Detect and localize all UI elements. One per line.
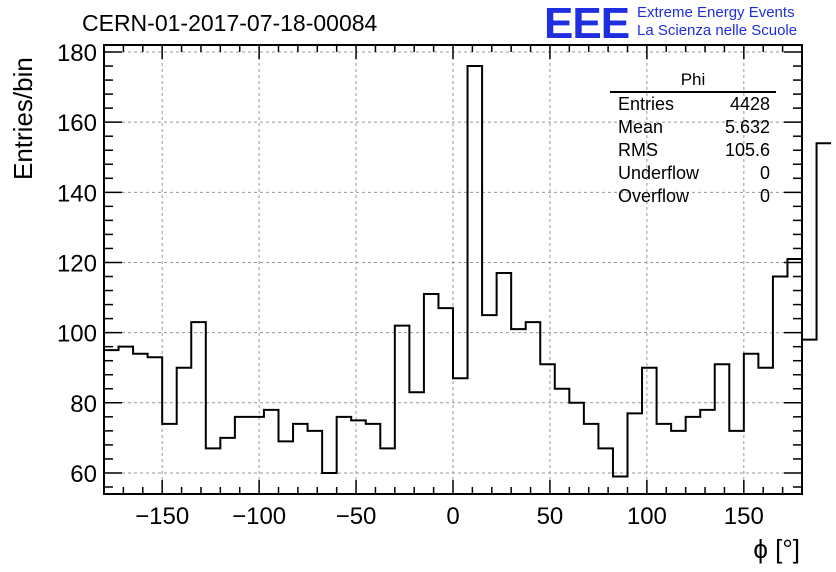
x-tick-label: 0 xyxy=(446,503,459,530)
axis-ticks xyxy=(103,45,803,494)
x-axis-label: ϕ [°] xyxy=(753,534,800,564)
y-tick-label: 160 xyxy=(57,110,97,137)
y-tick-label: 140 xyxy=(57,180,97,207)
eee-logo-line2: La Scienza nelle Scuole xyxy=(637,22,798,39)
y-tick-label: 100 xyxy=(57,321,97,348)
y-tick-label: 120 xyxy=(57,250,97,277)
stats-value: 5.632 xyxy=(724,117,770,137)
x-tick-label: −50 xyxy=(336,503,377,530)
stats-value: 105.6 xyxy=(724,140,770,160)
stats-row-underflow: Underflow 0 xyxy=(610,162,770,185)
stats-label: RMS xyxy=(618,140,658,160)
y-tick-label: 180 xyxy=(57,40,97,67)
y-tick-label: 60 xyxy=(70,461,97,488)
x-tick-label: −100 xyxy=(232,503,286,530)
plot-frame xyxy=(103,44,803,495)
eee-logo-line1: Extreme Energy Events xyxy=(637,4,795,21)
x-tick-label: −150 xyxy=(135,503,189,530)
x-tick-labels: −150 −100 −50 0 50 100 150 xyxy=(135,503,764,530)
x-tick-label: 150 xyxy=(724,503,764,530)
x-tick-label: 50 xyxy=(537,503,564,530)
eee-logo: EEE xyxy=(544,0,630,48)
stats-label: Underflow xyxy=(618,163,700,183)
stats-value: 4428 xyxy=(729,94,770,114)
stats-title: Phi xyxy=(610,70,776,93)
stats-label: Entries xyxy=(618,94,675,114)
run-title: CERN-01-2017-07-18-00084 xyxy=(82,10,378,36)
stats-row-rms: RMS 105.6 xyxy=(610,139,770,162)
stats-rows: Entries 4428 Mean 5.632 RMS 105.6 Underflow 0 Ov… xyxy=(610,93,780,208)
y-tick-label: 80 xyxy=(70,391,97,418)
stats-box: Phi Entries 4428 Mean 5.632 RMS 105.6 Underflo… xyxy=(610,70,780,208)
stats-label: Overflow xyxy=(618,186,690,206)
stats-row-entries: Entries 4428 xyxy=(610,93,770,116)
histogram-line xyxy=(104,65,832,478)
stats-value: 0 xyxy=(759,163,770,183)
stats-value: 0 xyxy=(759,186,770,206)
eee-logo-caption: Extreme Energy Events La Scienza nelle S… xyxy=(637,4,797,40)
stats-row-overflow: Overflow 0 xyxy=(610,185,770,208)
y-tick-labels: 60 80 100 120 140 160 180 xyxy=(57,40,97,488)
x-tick-label: 100 xyxy=(627,503,667,530)
stats-row-mean: Mean 5.632 xyxy=(610,116,770,139)
stats-label: Mean xyxy=(618,117,664,137)
y-axis-label: Entries/bin xyxy=(8,57,38,180)
